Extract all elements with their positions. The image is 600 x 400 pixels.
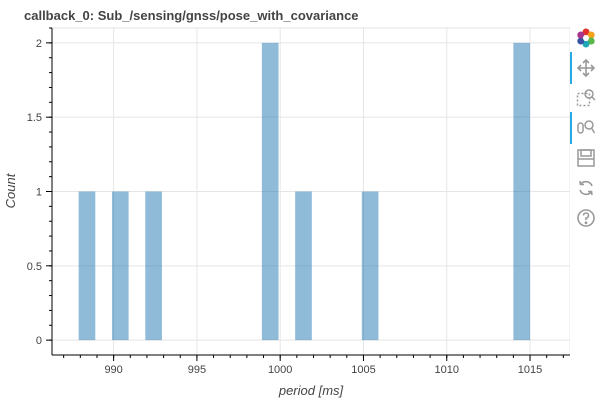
y-tick-label: 2 [36,38,42,50]
reset-tool-icon[interactable] [574,176,598,200]
histogram-bar [513,42,531,341]
x-tick-label: 990 [104,364,122,376]
pan-tool-icon[interactable] [570,52,598,84]
chart-title: callback_0: Sub_/sensing/gnss/pose_with_… [24,8,359,23]
bokeh-logo-icon[interactable] [574,26,598,50]
histogram-bar [78,191,96,341]
save-tool-icon[interactable] [574,146,598,170]
axes: 990 995 1000 1005 1010 1015 0 0.5 1 1.5 2 [27,27,570,376]
histogram-chart: callback_0: Sub_/sensing/gnss/pose_with_… [3,8,570,398]
x-tick-label: 995 [188,364,206,376]
help-tool-icon[interactable] [574,206,598,230]
x-tick-label: 1005 [351,364,375,376]
box-zoom-tool-icon[interactable] [574,86,598,110]
x-axis-label: period [ms] [278,383,344,398]
histogram-bar [261,42,279,341]
y-tick-label: 0.5 [27,261,42,273]
histogram-bar [295,191,312,341]
histogram-bar [361,191,379,341]
x-tick-label: 1000 [268,364,292,376]
y-tick-label: 1.5 [27,112,42,124]
x-tick-label: 1010 [435,364,459,376]
y-axis-label: Count [3,172,18,208]
histogram-bar [111,191,129,341]
chart-toolbar [570,22,600,252]
wheel-zoom-tool-icon[interactable] [570,112,598,144]
y-tick-label: 0 [36,335,42,347]
y-tick-label: 1 [36,187,42,199]
histogram-bar [145,191,162,341]
x-tick-label: 1015 [518,364,542,376]
histogram-bars [78,42,531,341]
